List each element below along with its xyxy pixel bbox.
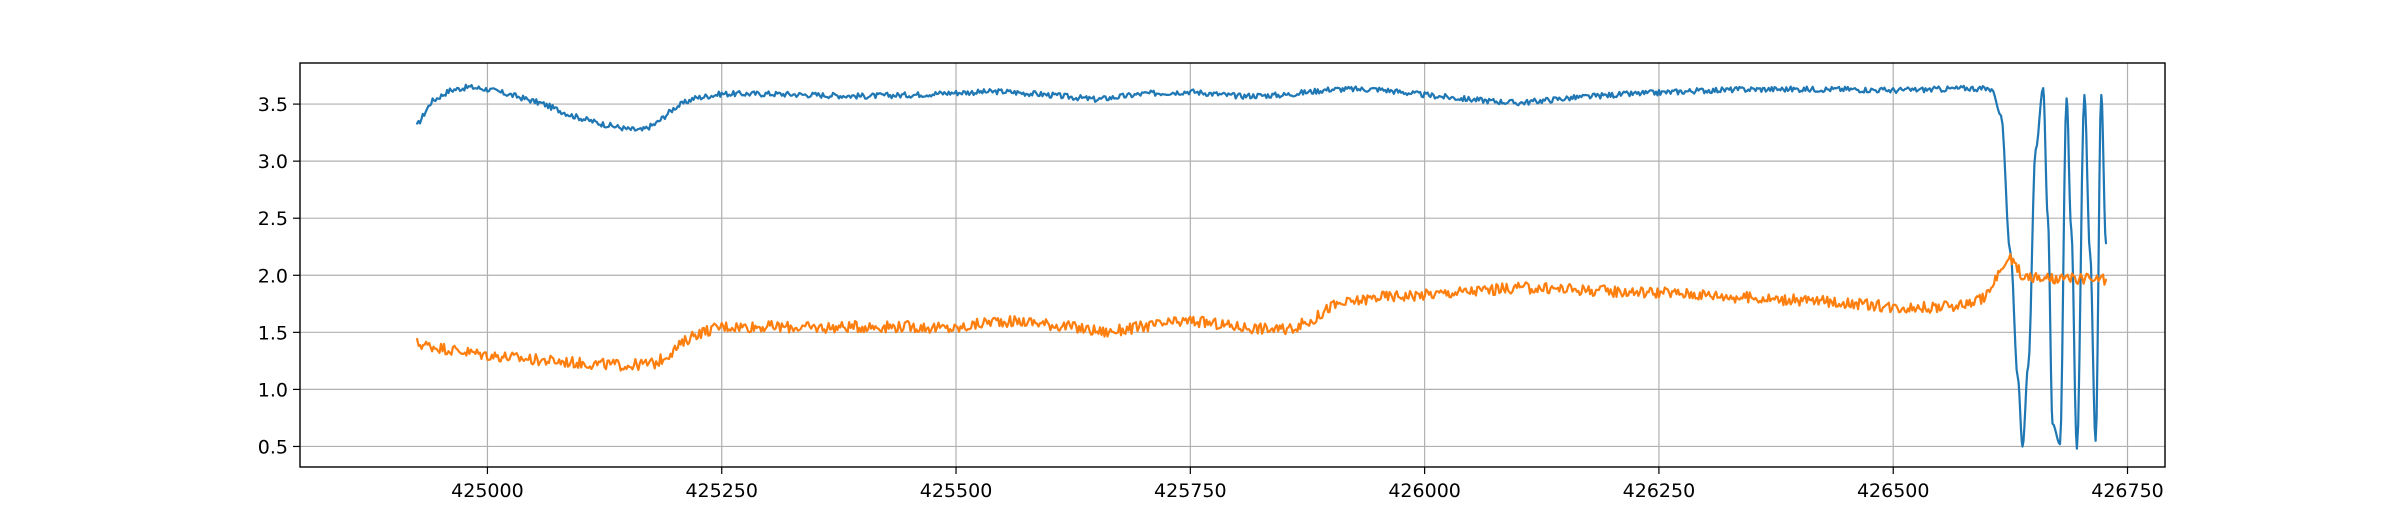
y-tick-label: 3.5 [258,94,288,116]
axes-frame [299,62,2166,468]
y-tick-label: 1.0 [258,379,288,401]
x-tick-label: 425250 [685,480,758,502]
x-tick-label: 425750 [1154,480,1227,502]
y-tick-label: 2.5 [258,208,288,230]
axis-ticks: 425000 425250 425500 425750 426000 426250 4265… [258,94,2164,502]
series-1-line [416,83,2108,450]
x-tick-label: 426750 [2091,480,2164,502]
x-tick-label: 425500 [920,480,993,502]
plot-area [416,83,2108,450]
x-tick-label: 426250 [1623,480,1696,502]
grid-lines [300,63,2165,467]
y-tick-label: 1.5 [258,322,288,344]
x-tick-label: 426500 [1857,480,1930,502]
x-tick-label: 426000 [1388,480,1461,502]
y-tick-label: 0.5 [258,436,288,458]
x-tick-label: 425000 [451,480,524,502]
series-2-line [416,253,2108,372]
y-tick-label: 2.0 [258,265,288,287]
y-tick-label: 3.0 [258,151,288,173]
